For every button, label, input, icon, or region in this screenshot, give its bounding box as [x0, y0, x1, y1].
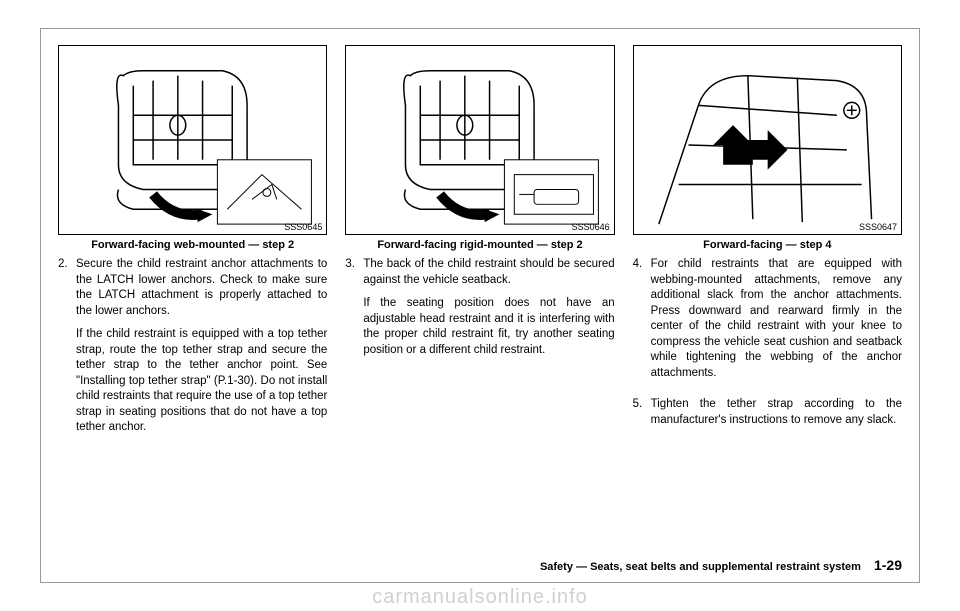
step-2-num: 2. [58, 257, 76, 444]
step-5: 5. Tighten the tether strap according to… [633, 397, 902, 436]
figure-2-svg [346, 46, 613, 234]
footer-section: Safety — Seats, seat belts and supplemen… [540, 561, 861, 573]
column-2: SSS0646 Forward-facing rigid-mounted — s… [345, 45, 614, 566]
figure-2: SSS0646 [345, 45, 614, 235]
figure-3: SSS0647 [633, 45, 902, 235]
step-5-num: 5. [633, 397, 651, 436]
figure-1: SSS0645 [58, 45, 327, 235]
content-area: SSS0645 Forward-facing web-mounted — ste… [58, 45, 902, 566]
figure-2-id: SSS0646 [572, 222, 610, 232]
step-2-para-1: If the child restraint is equipped with … [76, 327, 327, 436]
caption-3: Forward-facing — step 4 [633, 239, 902, 251]
step-2-para-0: Secure the child restraint anchor attach… [76, 257, 327, 319]
caption-1: Forward-facing web-mounted — step 2 [58, 239, 327, 251]
step-5-para-0: Tighten the tether strap according to th… [651, 397, 902, 428]
page-footer: Safety — Seats, seat belts and supplemen… [540, 557, 902, 573]
watermark: carmanualsonline.info [372, 586, 588, 609]
step-3-text: The back of the child restraint should b… [363, 257, 614, 366]
step-3-para-1: If the seating position does not have an… [363, 296, 614, 358]
column-1: SSS0645 Forward-facing web-mounted — ste… [58, 45, 327, 566]
step-3-para-0: The back of the child restraint should b… [363, 257, 614, 288]
step-4-num: 4. [633, 257, 651, 389]
step-2: 2. Secure the child restraint anchor att… [58, 257, 327, 444]
figure-3-svg [634, 46, 901, 234]
body-1: 2. Secure the child restraint anchor att… [58, 257, 327, 452]
step-4-text: For child restraints that are equipped w… [651, 257, 902, 389]
step-2-text: Secure the child restraint anchor attach… [76, 257, 327, 444]
body-2: 3. The back of the child restraint shoul… [345, 257, 614, 374]
step-3: 3. The back of the child restraint shoul… [345, 257, 614, 366]
column-3: SSS0647 Forward-facing — step 4 4. For c… [633, 45, 902, 566]
step-3-num: 3. [345, 257, 363, 366]
figure-1-id: SSS0645 [284, 222, 322, 232]
step-5-text: Tighten the tether strap according to th… [651, 397, 902, 436]
figure-3-id: SSS0647 [859, 222, 897, 232]
figure-1-svg [59, 46, 326, 234]
step-4-para-0: For child restraints that are equipped w… [651, 257, 902, 381]
step-4: 4. For child restraints that are equippe… [633, 257, 902, 389]
footer-page: 1-29 [874, 557, 902, 573]
body-3: 4. For child restraints that are equippe… [633, 257, 902, 444]
caption-2: Forward-facing rigid-mounted — step 2 [345, 239, 614, 251]
